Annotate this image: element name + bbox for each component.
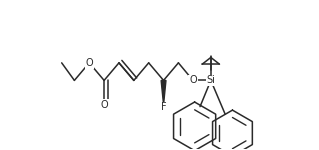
Text: O: O bbox=[189, 75, 197, 85]
Text: Si: Si bbox=[206, 75, 215, 85]
Polygon shape bbox=[161, 80, 166, 105]
Text: F: F bbox=[161, 102, 167, 112]
Text: O: O bbox=[100, 100, 108, 110]
Text: O: O bbox=[85, 58, 93, 68]
